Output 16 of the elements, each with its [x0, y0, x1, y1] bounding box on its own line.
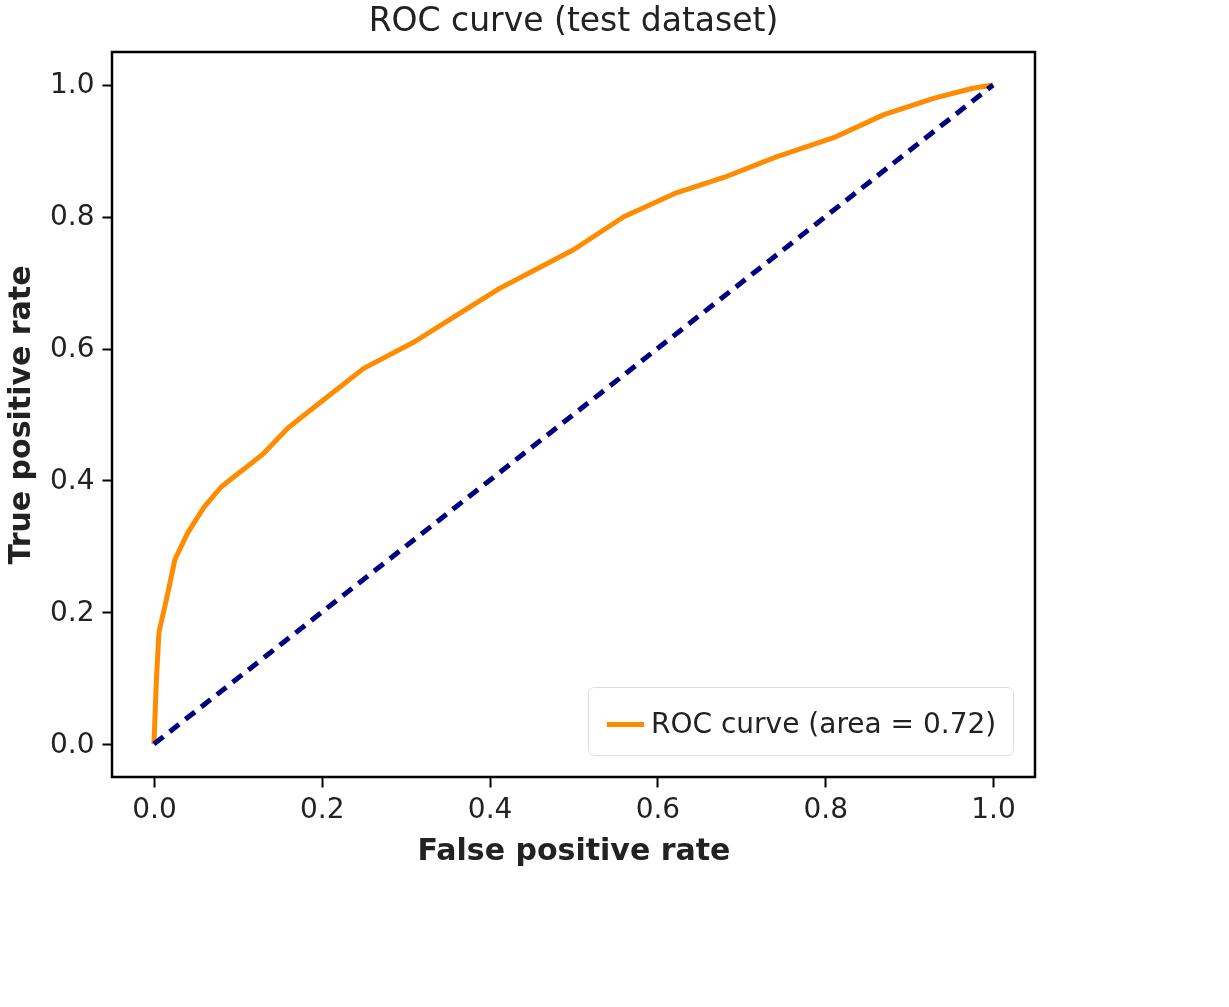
x-tick-label: 0.8: [803, 791, 848, 825]
y-tick-label: 0.2: [49, 594, 95, 628]
legend-label: ROC curve (area = 0.72): [651, 706, 997, 740]
y-tick-label: 0.4: [49, 462, 95, 496]
x-tick-label: 0.6: [635, 791, 681, 825]
chart-title: ROC curve (test dataset): [368, 0, 779, 39]
x-axis-title: False positive rate: [417, 831, 731, 867]
x-tick-label: 0.4: [467, 791, 513, 825]
y-tick-label: 0.6: [49, 331, 95, 365]
x-tick-label: 0.0: [132, 791, 177, 825]
y-tick-label: 1.0: [49, 67, 95, 101]
y-axis-title: True positive rate: [1, 265, 37, 565]
x-tick-label: 1.0: [971, 791, 1016, 825]
y-tick-label: 0.0: [49, 726, 95, 760]
y-tick-label: 0.8: [49, 199, 95, 233]
x-tick-label: 0.2: [300, 791, 345, 825]
